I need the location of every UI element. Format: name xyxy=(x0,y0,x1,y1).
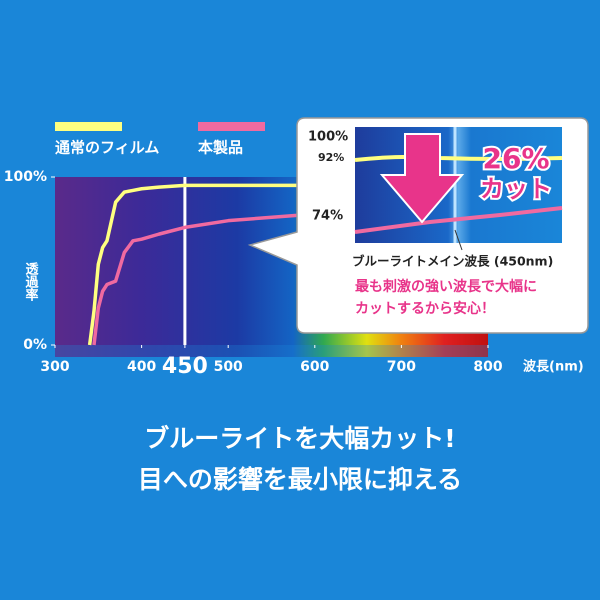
cut-word: カット xyxy=(480,175,552,203)
x-tick-label: 700 xyxy=(387,359,416,375)
legend-swatch xyxy=(55,122,122,131)
callout: 100% 92% 74% 26% カット ブルーライトメイン波長 (450nm)… xyxy=(247,117,589,334)
legend-swatch xyxy=(198,122,265,131)
y-tick-label: 0% xyxy=(23,337,47,353)
headline: ブルーライトを大幅カット! xyxy=(144,424,455,453)
x-tick-label: 800 xyxy=(473,359,502,375)
x-tick-label: 400 xyxy=(127,359,156,375)
x-tick-label: 450 xyxy=(162,354,208,379)
callout-note: カットするから安心！ xyxy=(355,300,495,317)
y-axis-label: 透過率 xyxy=(23,262,40,302)
callout-before: 92% xyxy=(318,151,344,164)
x-tick-label: 300 xyxy=(40,359,69,375)
series-line xyxy=(87,183,488,346)
headline: 目への影響を最小限に抑える xyxy=(138,465,462,494)
callout-caption: ブルーライトメイン波長 (450nm) xyxy=(352,254,553,269)
callout-after: 74% xyxy=(312,209,343,224)
legend-label: 本製品 xyxy=(198,139,243,157)
x-tick-label: 500 xyxy=(214,359,243,375)
y-tick-label: 100% xyxy=(4,169,47,185)
x-tick-label: 600 xyxy=(300,359,329,375)
callout-note: 最も刺激の強い波長で大幅に xyxy=(355,278,537,295)
x-axis-label: 波長(nm) xyxy=(523,359,584,375)
axis-band xyxy=(55,345,488,357)
legend-label: 通常のフィルム xyxy=(55,139,159,157)
cut-value: 26% xyxy=(482,142,549,175)
callout-top: 100% xyxy=(308,130,348,145)
